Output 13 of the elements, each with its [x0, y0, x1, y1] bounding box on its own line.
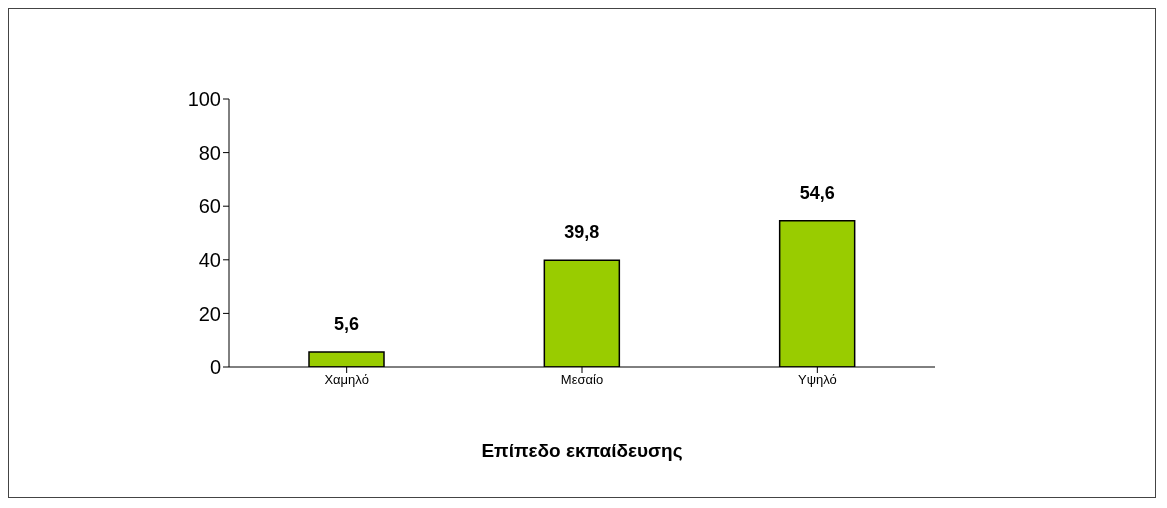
y-tick-label: 80 [198, 141, 221, 164]
y-tick-label: 100 [187, 88, 221, 111]
y-tick-label: 0 [209, 356, 221, 379]
y-tick-label: 40 [198, 248, 221, 271]
y-tick-label: 20 [198, 302, 221, 325]
x-tick-label: Υψηλό [797, 372, 837, 388]
x-tick-label: Μεσαίο [560, 372, 604, 388]
data-label: 39,8 [564, 222, 600, 243]
x-tick-label: Χαμηλό [324, 372, 369, 388]
y-tick-label: 60 [198, 195, 221, 218]
data-label: 5,6 [333, 313, 360, 334]
data-label: 54,6 [799, 182, 835, 203]
x-axis-title: Επίπεδο εκπαίδευσης [481, 440, 683, 461]
